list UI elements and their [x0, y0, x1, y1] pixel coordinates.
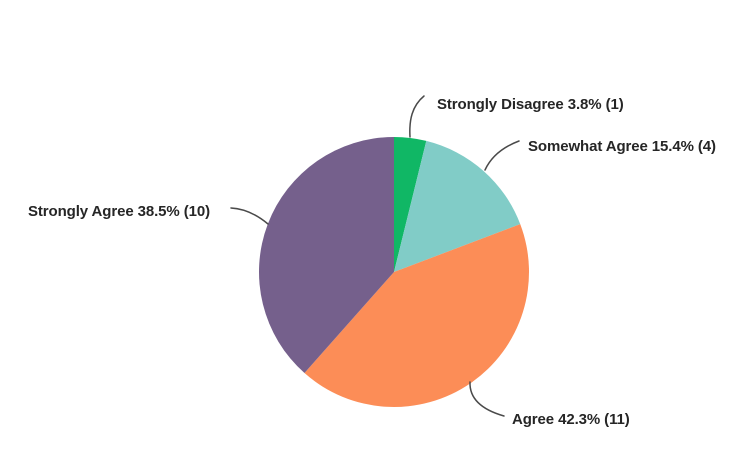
slice-label-agree: Agree 42.3% (11)	[512, 411, 630, 428]
leader-line-strongly-disagree	[409, 95, 425, 138]
pie-slice-strongly-agree	[259, 137, 394, 374]
pie-slice-somewhat-agree	[394, 140, 521, 272]
slice-label-somewhat-agree: Somewhat Agree 15.4% (4)	[528, 138, 716, 155]
pie-slices	[259, 137, 530, 408]
pie-slice-strongly-disagree	[394, 137, 427, 272]
leader-line-strongly-agree	[230, 207, 269, 225]
slice-label-strongly-disagree: Strongly Disagree 3.8% (1)	[437, 96, 624, 113]
leader-line-somewhat-agree	[484, 140, 520, 171]
leader-line-agree	[469, 381, 505, 417]
slice-label-strongly-agree: Strongly Agree 38.5% (10)	[28, 203, 211, 220]
pie-slice-agree	[304, 224, 530, 408]
